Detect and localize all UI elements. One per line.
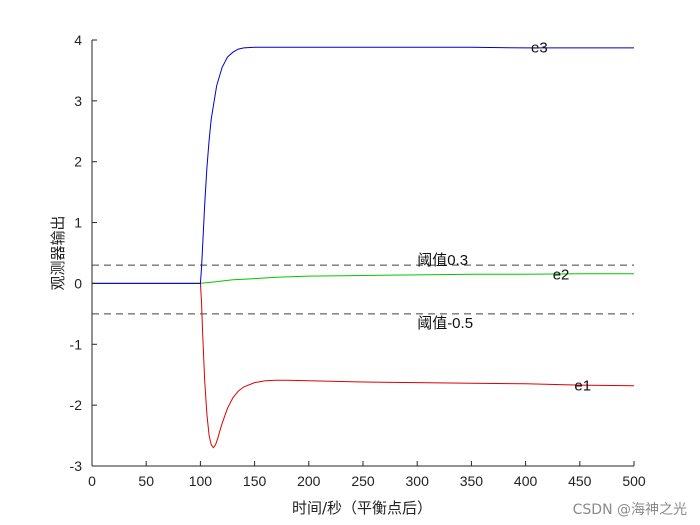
watermark: CSDN @海神之光 [573,502,687,518]
x-tick-label: 0 [88,473,96,489]
x-tick-label: 250 [351,473,375,489]
x-tick-label: 50 [138,473,154,489]
x-axis-title: 时间/秒（平衡点后） [292,499,432,517]
y-axis-title: 观测器输出 [49,215,67,290]
x-tick-label: 500 [622,473,646,489]
x-tick-label: 100 [189,473,213,489]
series-label-e2: e2 [553,266,570,283]
x-tick-label: 200 [297,473,321,489]
y-tick-label: 2 [74,154,82,170]
series-line-e1 [92,282,635,449]
threshold-label: 阈值-0.5 [417,315,473,332]
annotations: 阈值0.3 阈值-0.5 e3 e2 e1 [417,39,591,394]
series-label-e1: e1 [574,378,591,395]
x-tick-label: 350 [460,473,484,489]
x-tick-label: 150 [243,473,267,489]
y-tick-label: -2 [70,397,83,413]
x-tick-label: 400 [514,473,538,489]
x-tick-label: 300 [406,473,430,489]
threshold-lines [92,264,634,315]
series-line-e2 [92,273,634,284]
y-tick-label: 3 [74,93,82,109]
y-tick-label: 1 [74,215,82,231]
y-tick-label: 4 [74,32,82,48]
y-tick-label: 0 [74,275,82,291]
x-tick-label: 450 [568,473,592,489]
y-tick-label: -3 [70,458,83,474]
series-line-e3 [92,46,634,284]
series-lines [92,46,635,449]
threshold-label: 阈值0.3 [417,252,468,269]
axes [91,39,635,467]
tick-labels: 0 50 100 150 200 250 300 350 400 450 500 -3 -2 -1 0 1 2 3… [70,32,646,489]
y-tick-label: -1 [70,336,83,352]
series-label-e3: e3 [531,39,548,56]
